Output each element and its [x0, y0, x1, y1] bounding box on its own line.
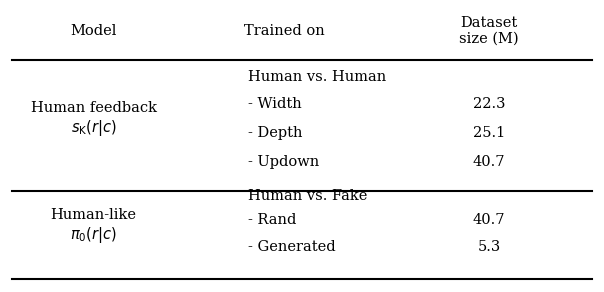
- Text: - Updown: - Updown: [248, 155, 319, 169]
- Text: 25.1: 25.1: [473, 126, 506, 140]
- Text: Dataset
size (M): Dataset size (M): [460, 15, 519, 46]
- Text: 40.7: 40.7: [473, 213, 506, 227]
- Text: 22.3: 22.3: [473, 97, 506, 111]
- Text: Model: Model: [71, 24, 117, 38]
- Text: 40.7: 40.7: [473, 155, 506, 169]
- Text: - Depth: - Depth: [248, 126, 302, 140]
- Text: 5.3: 5.3: [478, 240, 501, 254]
- Text: Human feedback
$s_\mathrm{K}(r|c)$: Human feedback $s_\mathrm{K}(r|c)$: [31, 101, 156, 138]
- Text: - Generated: - Generated: [248, 240, 335, 254]
- Text: Human vs. Fake: Human vs. Fake: [248, 189, 367, 203]
- Text: - Rand: - Rand: [248, 213, 296, 227]
- Text: Trained on: Trained on: [243, 24, 324, 38]
- Text: Human vs. Human: Human vs. Human: [248, 70, 386, 84]
- Text: - Width: - Width: [248, 97, 301, 111]
- Text: Human-like
$\pi_0(r|c)$: Human-like $\pi_0(r|c)$: [51, 208, 137, 245]
